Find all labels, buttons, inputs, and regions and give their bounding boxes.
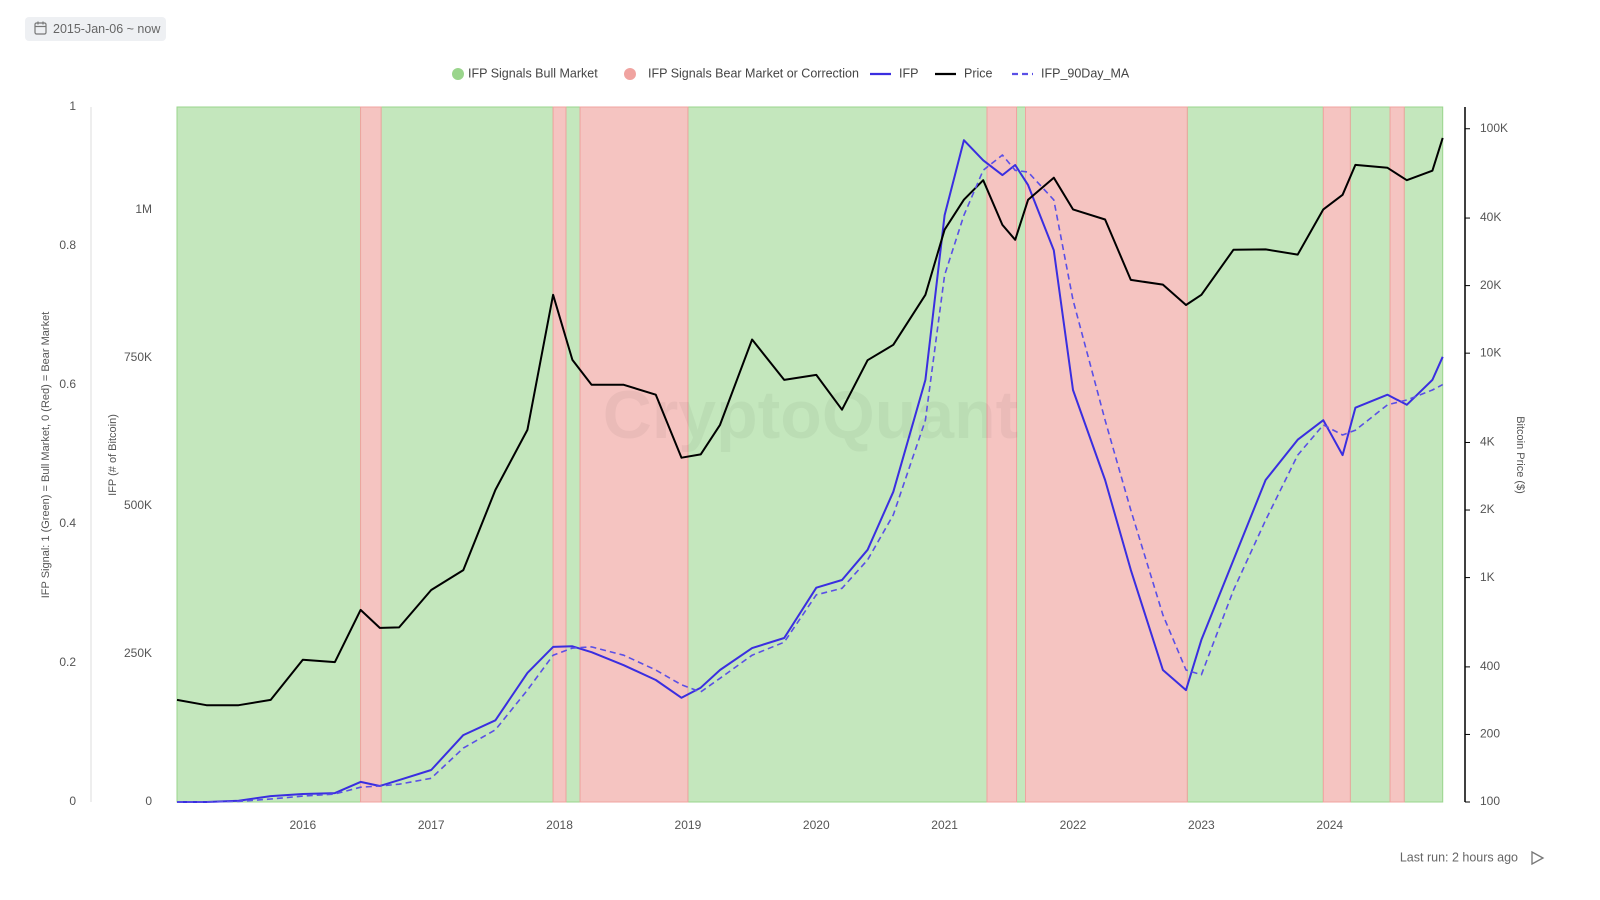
date-range-button[interactable]: [25, 17, 166, 41]
signal-band: [1322, 106, 1351, 803]
y-tick-label: 0.2: [59, 655, 76, 669]
y2-axis-label: IFP (# of Bitcoin): [107, 414, 119, 496]
x-tick-label: 2017: [418, 818, 445, 832]
y2-tick-label: 250K: [124, 646, 152, 660]
y3-tick-label: 2K: [1480, 502, 1495, 516]
x-tick-label: 2021: [931, 818, 958, 832]
legend-label: Price: [964, 66, 993, 80]
x-tick-label: 2016: [289, 818, 316, 832]
signal-band: [687, 106, 988, 803]
y2-tick-label: 0: [145, 794, 152, 808]
run-icon[interactable]: [1531, 850, 1545, 866]
signal-band: [565, 106, 581, 803]
x-tick-label: 2023: [1188, 818, 1215, 832]
y3-axis-label: Bitcoin Price ($): [1514, 416, 1526, 494]
y3-tick-label: 4K: [1480, 435, 1495, 449]
y2-tick-label: 750K: [124, 350, 152, 364]
watermark: CryptoQuant: [603, 377, 1019, 453]
signal-band: [986, 106, 1018, 803]
legend-label: IFP Signals Bear Market or Correction: [648, 66, 859, 80]
signal-band: [360, 106, 382, 803]
x-tick-label: 2018: [546, 818, 573, 832]
y-tick-label: 0.6: [59, 377, 76, 391]
y-tick-label: 0.8: [59, 238, 76, 252]
y3-tick-label: 20K: [1480, 278, 1501, 292]
y-axis-label: IFP Signal: 1 (Green) = Bull Market, 0 (…: [40, 312, 52, 599]
legend-swatch: [452, 68, 464, 80]
x-tick-label: 2024: [1316, 818, 1343, 832]
x-tick-label: 2019: [675, 818, 702, 832]
x-tick-label: 2022: [1060, 818, 1087, 832]
y3-tick-label: 200: [1480, 727, 1500, 741]
y3-tick-label: 400: [1480, 659, 1500, 673]
calendar-icon: [34, 21, 47, 35]
y2-tick-label: 1M: [135, 202, 152, 216]
signal-band: [176, 106, 362, 803]
y-tick-label: 0: [69, 794, 76, 808]
ma-line: [177, 154, 1444, 803]
last-run-text: Last run: 2 hours ago: [1400, 850, 1518, 864]
signal-band: [1389, 106, 1405, 803]
signal-band: [1349, 106, 1391, 803]
date-range-text: 2015-Jan-06 ~ now: [53, 22, 161, 36]
legend-label: IFP_90Day_MA: [1041, 66, 1130, 80]
signal-band: [1025, 106, 1188, 803]
signal-band: [552, 106, 567, 803]
legend-label: IFP: [899, 66, 918, 80]
series-line: [176, 137, 1444, 707]
y-tick-label: 1: [69, 99, 76, 113]
y3-tick-label: 100: [1480, 794, 1500, 808]
x-tick-label: 2020: [803, 818, 830, 832]
y3-tick-label: 10K: [1480, 345, 1501, 359]
y3-tick-label: 100K: [1480, 121, 1508, 135]
signal-band: [1186, 106, 1324, 803]
y3-tick-label: 1K: [1480, 570, 1495, 584]
signal-band: [380, 106, 554, 803]
signal-band: [1403, 106, 1444, 803]
y2-tick-label: 500K: [124, 498, 152, 512]
y-tick-label: 0.4: [59, 516, 76, 530]
series-line: [177, 139, 1444, 803]
signal-band: [579, 106, 689, 803]
legend-label: IFP Signals Bull Market: [468, 66, 598, 80]
y3-tick-label: 40K: [1480, 210, 1501, 224]
legend-swatch: [624, 68, 636, 80]
